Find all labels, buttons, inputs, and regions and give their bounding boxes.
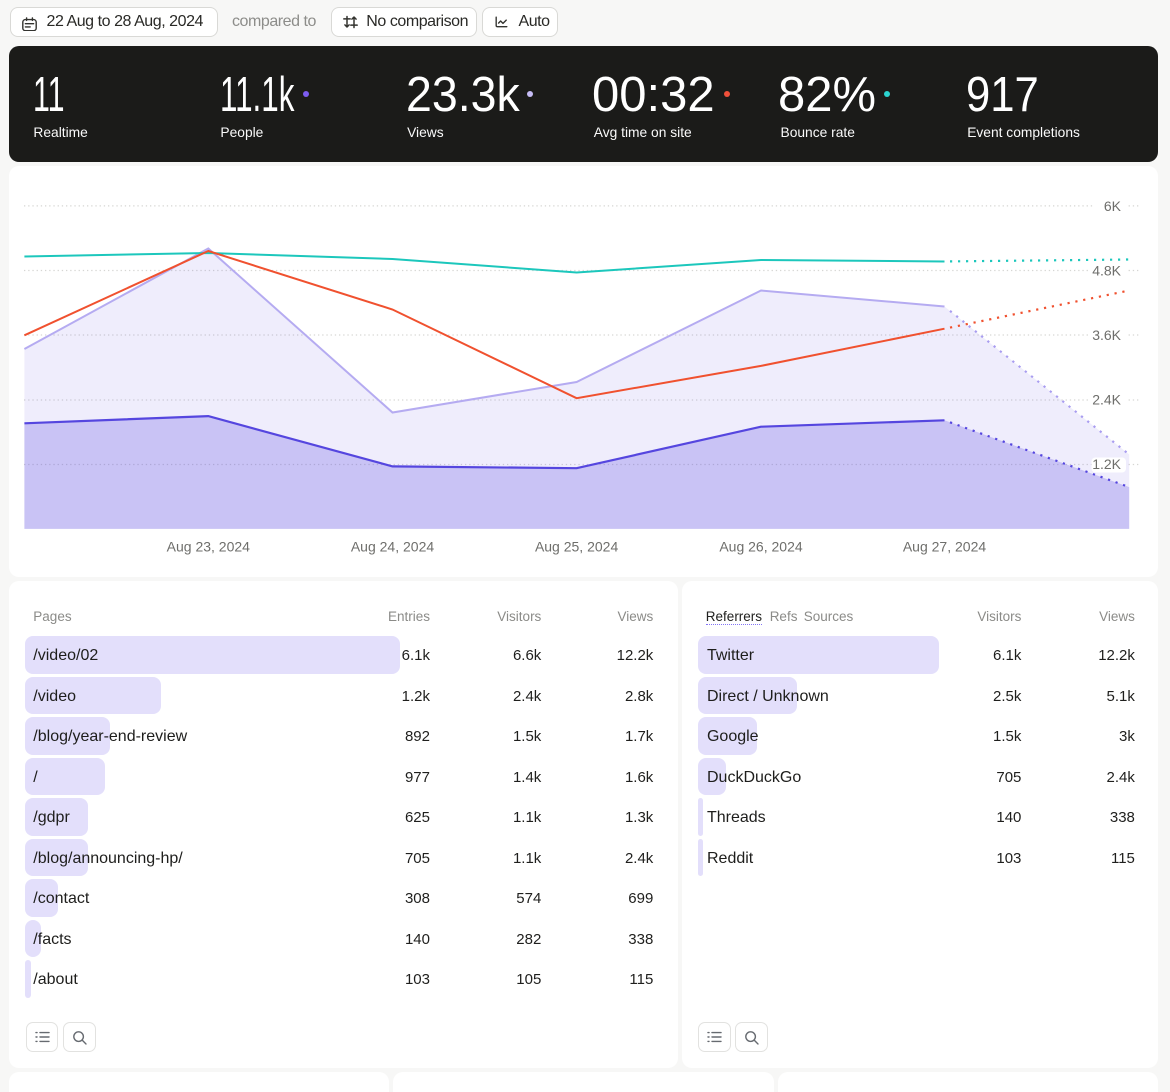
svg-text:1.2K: 1.2K [1092, 456, 1121, 472]
svg-text:3.6K: 3.6K [1092, 327, 1121, 343]
svg-text:Aug 24, 2024: Aug 24, 2024 [351, 538, 435, 554]
svg-text:Aug 25, 2024: Aug 25, 2024 [535, 538, 619, 554]
svg-text:4.8K: 4.8K [1092, 262, 1121, 278]
svg-text:6K: 6K [1104, 198, 1122, 214]
svg-text:Aug 26, 2024: Aug 26, 2024 [719, 538, 803, 554]
svg-text:2.4K: 2.4K [1092, 391, 1121, 407]
svg-text:Aug 27, 2024: Aug 27, 2024 [903, 538, 987, 554]
svg-text:Aug 23, 2024: Aug 23, 2024 [167, 538, 251, 554]
